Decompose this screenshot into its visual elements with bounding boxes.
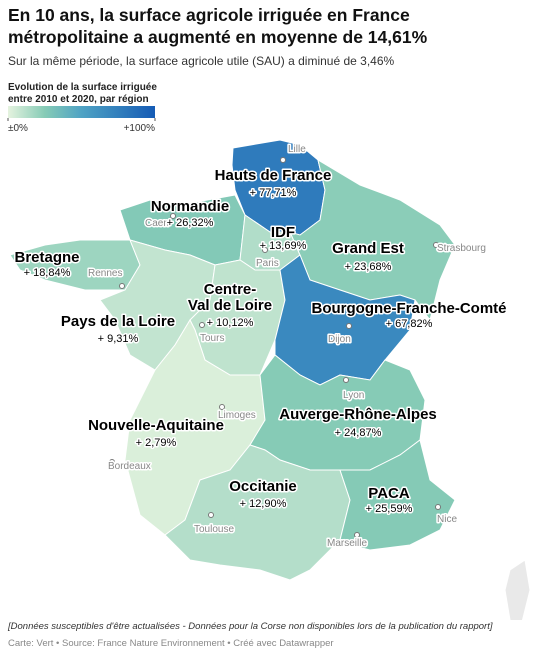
corse (504, 559, 531, 620)
region-value: + 12,90% (240, 498, 287, 510)
city-dot (354, 532, 360, 538)
city-dot (343, 377, 349, 383)
region-value: + 25,59% (366, 503, 413, 515)
region-value: + 10,12% (207, 317, 254, 329)
region-name: Nouvelle-Aquitaine (88, 417, 224, 434)
region-name: Grand Est (332, 240, 404, 257)
city-dot (199, 322, 205, 328)
city-dot (262, 247, 268, 253)
title: En 10 ans, la surface agricole irriguée … (8, 5, 428, 47)
legend-tick-label: +100% (124, 123, 156, 134)
city-dot (119, 283, 125, 289)
region-name: IDF (271, 224, 295, 241)
region-name: Auverge-Rhône-Alpes (279, 406, 437, 423)
city-label: Lyon (343, 390, 364, 401)
city-dot (433, 242, 439, 248)
region-name: Hauts de France (215, 167, 332, 184)
region-value: + 77,71% (250, 187, 297, 199)
city-label: Marseille (327, 538, 367, 549)
region-name: Normandie (151, 198, 229, 215)
city-label: Limoges (218, 410, 256, 421)
legend-title: Evolution de la surface irriguée entre 2… (8, 82, 157, 105)
city-label: Paris (256, 258, 279, 269)
subtitle: Sur la même période, la surface agricole… (8, 54, 395, 68)
city-dot (170, 213, 176, 219)
region-value: + 18,84% (24, 267, 71, 279)
region-name: Pays de la Loire (61, 313, 175, 330)
city-label: Nice (437, 514, 457, 525)
legend-bar (8, 106, 155, 118)
region (339, 439, 456, 551)
city-label: Caen (145, 218, 169, 229)
credit: Carte: Vert • Source: France Nature Envi… (8, 638, 334, 649)
city-dot (109, 459, 115, 465)
city-dot (435, 504, 441, 510)
region-value: + 9,31% (98, 333, 139, 345)
city-label: Rennes (88, 268, 122, 279)
legend-tick-label: ±0% (8, 123, 28, 134)
region-value: + 24,87% (335, 427, 382, 439)
region-name: Bretagne (14, 249, 79, 266)
city-dot (208, 512, 214, 518)
region-value: + 2,79% (136, 437, 177, 449)
city-dot (280, 157, 286, 163)
region-value: + 13,69% (260, 240, 307, 252)
city-label: Bordeaux (108, 461, 151, 472)
city-dot (219, 404, 225, 410)
region-value: + 67,82% (386, 318, 433, 330)
city-label: Dijon (328, 334, 351, 345)
city-label: Strasbourg (437, 243, 486, 254)
city-label: Lille (288, 144, 306, 155)
region-name: PACA (368, 485, 410, 502)
region-name: Bourgogne-Franche-Comté (312, 300, 507, 317)
region-name: Val de Loire (188, 297, 272, 314)
city-dot (346, 323, 352, 329)
city-label: Toulouse (194, 524, 234, 535)
city-label: Tours (200, 333, 224, 344)
map: Lille Caen Rennes Paris Strasbourg Dijon Tours… (7, 106, 531, 620)
region-name: Centre- (204, 281, 257, 298)
note: [Données susceptibles d'être actualisées… (8, 621, 493, 632)
region-value: + 23,68% (345, 261, 392, 273)
region-value: + 26,32% (167, 217, 214, 229)
region-name: Occitanie (229, 478, 297, 495)
